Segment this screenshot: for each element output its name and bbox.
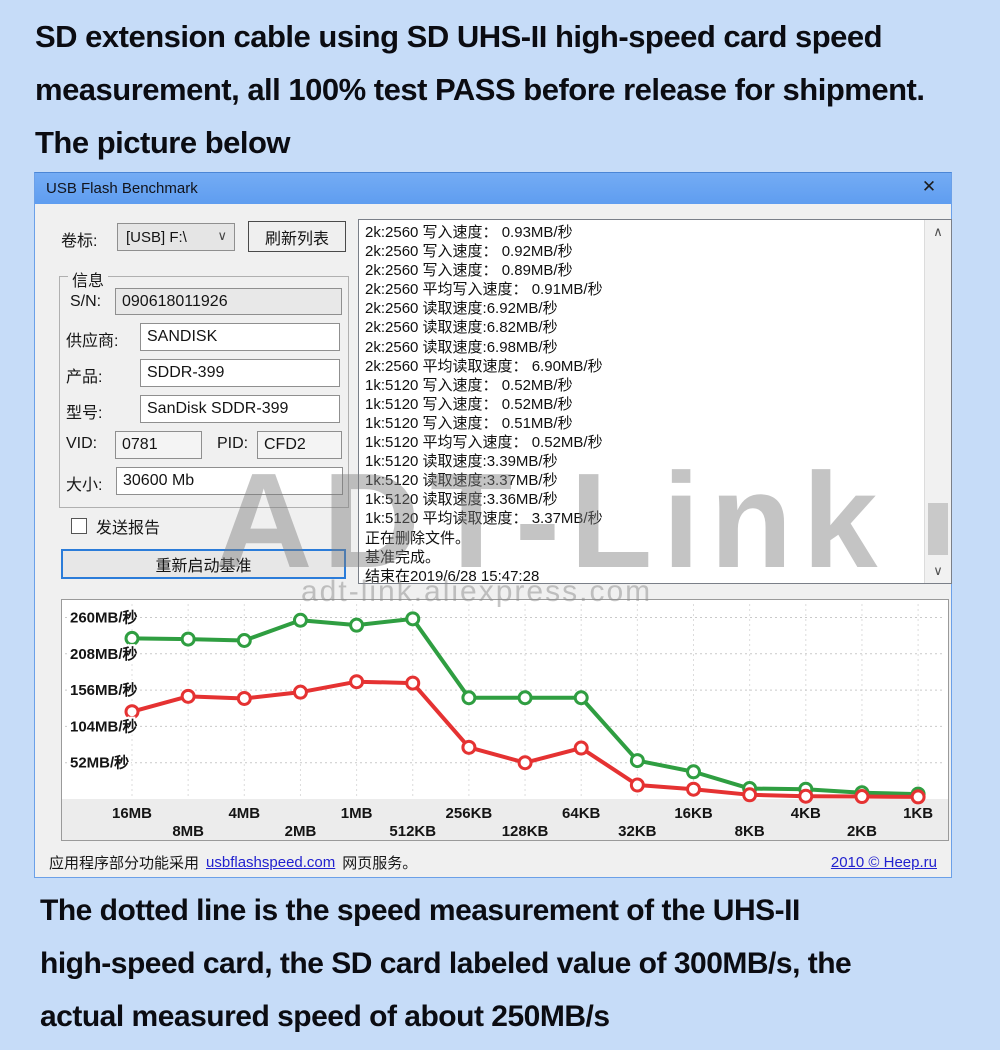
log-line: 1k:5120 读取速度:3.37MB/秒 [365,472,558,490]
header-line: The picture below [35,125,291,160]
scrollbar-thumb[interactable] [928,503,948,555]
send-report-label: 发送报告 [96,520,161,537]
log-lines: 2k:2560 写入速度： 0.93MB/秒 2k:2560 写入速度： 0.92… [359,221,923,583]
window-titlebar[interactable]: USB Flash Benchmark ✕ [35,173,951,204]
svg-text:8KB: 8KB [735,823,765,840]
heep-credit-link[interactable]: 2010 © Heep.ru [830,853,937,871]
svg-text:4KB: 4KB [791,805,821,822]
send-report-checkbox[interactable] [71,518,87,534]
log-line: 1k:5120 读取速度:3.36MB/秒 [365,491,558,509]
log-line: 2k:2560 读取速度:6.82MB/秒 [365,319,558,337]
volume-select-value: [USB] F:\ [126,228,187,246]
log-line: 1k:5120 读取速度:3.39MB/秒 [365,453,558,471]
sn-field[interactable]: 090618011926 [115,288,342,315]
log-line: 1k:5120 平均读取速度： 3.37MB/秒 [365,510,603,528]
svg-text:1KB: 1KB [903,805,933,822]
send-report-row[interactable]: 发送报告 [71,514,160,538]
log-line: 2k:2560 平均读取速度： 6.90MB/秒 [365,357,603,375]
refresh-list-button[interactable]: 刷新列表 [248,221,346,252]
volume-select[interactable]: [USB] F:\ ∨ [117,223,235,251]
log-line: 2k:2560 平均写入速度： 0.91MB/秒 [365,281,603,299]
svg-text:32KB: 32KB [618,823,657,840]
vendor-label: 供应商: [66,333,119,350]
log-line: 2k:2560 写入速度： 0.89MB/秒 [365,262,573,280]
pid-field[interactable]: CFD2 [257,431,342,459]
log-line: 结束在2019/6/28 15:47:28 [365,567,540,583]
log-line: 2k:2560 写入速度： 0.93MB/秒 [365,224,573,241]
footer-prefix: 应用程序部分功能采用 [49,854,200,872]
svg-text:256KB: 256KB [446,805,493,822]
vid-field[interactable]: 0781 [115,431,202,459]
benchmark-chart: 260MB/秒 208MB/秒 156MB/秒 104MB/秒 52MB/秒 16MB 8M… [61,599,949,841]
size-label: 大小: [66,477,103,494]
model-field[interactable]: SanDisk SDDR-399 [140,395,340,423]
svg-text:2MB: 2MB [285,823,317,840]
usb-flash-benchmark-window: USB Flash Benchmark ✕ 卷标: [USB] F:\ ∨ 刷新… [34,172,952,878]
bottom-caption: The dotted line is the speed measurement… [40,884,970,1043]
page-title: SD extension cable using SD UHS-II high-… [35,10,985,169]
caption-line: actual measured speed of about 250MB/s [40,1000,610,1033]
log-scrollbar[interactable]: ∧ ∨ [924,220,951,583]
benchmark-chart-svg: 260MB/秒 208MB/秒 156MB/秒 104MB/秒 52MB/秒 16MB 8M… [62,600,948,840]
benchmark-log[interactable]: 2k:2560 写入速度： 0.93MB/秒 2k:2560 写入速度： 0.92… [358,219,952,584]
chevron-down-icon: ∨ [217,228,227,243]
log-line: 正在删除文件。 [365,529,471,547]
pid-label: PID: [217,435,249,452]
restart-benchmark-button[interactable]: 重新启动基准 [61,549,346,579]
svg-text:52MB/秒: 52MB/秒 [70,754,129,772]
svg-text:16KB: 16KB [674,805,713,822]
svg-text:2KB: 2KB [847,823,877,840]
svg-text:8MB: 8MB [172,823,204,840]
log-line: 2k:2560 读取速度:6.92MB/秒 [365,300,558,318]
sn-label: S/N: [70,293,102,310]
svg-text:16MB: 16MB [112,805,152,822]
footer-suffix: 网页服务。 [342,854,418,872]
svg-text:260MB/秒: 260MB/秒 [70,608,138,626]
svg-text:104MB/秒: 104MB/秒 [70,717,138,735]
log-line: 2k:2560 写入速度： 0.92MB/秒 [365,243,573,261]
info-groupbox: 信息 S/N: 090618011926 供应商: SANDISK 产品: SD… [59,267,349,508]
svg-text:512KB: 512KB [389,823,436,840]
product-label: 产品: [66,369,103,386]
svg-text:1MB: 1MB [341,805,373,822]
scroll-down-icon[interactable]: ∨ [933,563,943,578]
window-title: USB Flash Benchmark [46,180,198,197]
svg-text:208MB/秒: 208MB/秒 [70,645,138,663]
window-footer: 应用程序部分功能采用 usbflashspeed.com 网页服务。 2010 … [35,849,951,875]
log-line: 1k:5120 写入速度： 0.51MB/秒 [365,414,573,432]
svg-text:156MB/秒: 156MB/秒 [70,681,138,699]
usbflashspeed-link[interactable]: usbflashspeed.com [206,853,336,871]
caption-line: The dotted line is the speed measurement… [40,894,800,927]
caption-line: high-speed card, the SD card labeled val… [40,947,852,980]
info-legend: 信息 [68,267,109,291]
log-line: 1k:5120 写入速度： 0.52MB/秒 [365,395,573,413]
vendor-field[interactable]: SANDISK [140,323,340,351]
product-field[interactable]: SDDR-399 [140,359,340,387]
scroll-up-icon[interactable]: ∧ [933,224,943,239]
close-icon[interactable]: ✕ [921,177,937,196]
log-line: 2k:2560 读取速度:6.98MB/秒 [365,338,558,356]
header-line: SD extension cable using SD UHS-II high-… [35,19,883,54]
volume-label: 卷标: [61,233,98,250]
log-line: 基准完成。 [365,548,441,566]
log-line: 1k:5120 写入速度： 0.52MB/秒 [365,376,573,394]
header-line: measurement, all 100% test PASS before r… [35,72,925,107]
svg-text:64KB: 64KB [562,805,601,822]
vid-label: VID: [66,435,98,452]
size-field[interactable]: 30600 Mb [116,467,343,495]
log-line: 1k:5120 平均写入速度： 0.52MB/秒 [365,434,603,452]
svg-text:4MB: 4MB [228,805,260,822]
svg-text:128KB: 128KB [502,823,549,840]
model-label: 型号: [66,405,103,422]
